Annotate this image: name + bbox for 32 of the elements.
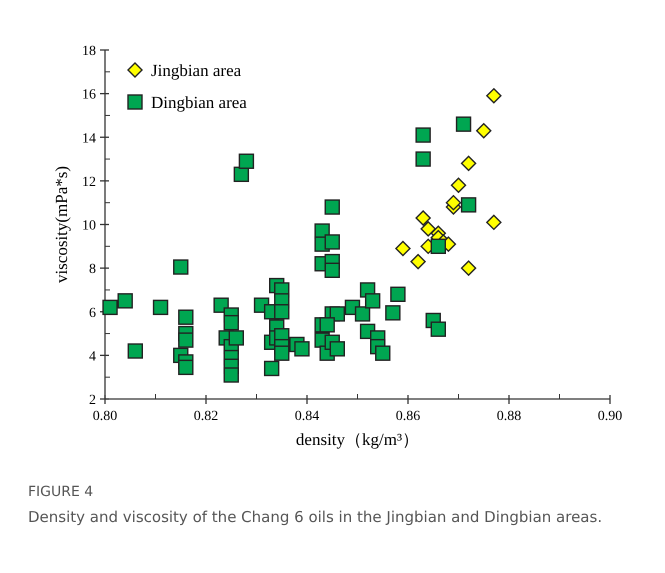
point: [460, 156, 476, 172]
point: [450, 178, 466, 193]
x-tick-label: 0.86: [396, 409, 420, 424]
y-axis-title: viscosity(mPa*s): [52, 166, 71, 284]
legend-label: Jingbian area: [151, 61, 242, 80]
y-tick-label: 16: [82, 88, 96, 103]
legend-label: Dingbian area: [151, 93, 248, 112]
x-tick-label: 0.80: [92, 409, 118, 424]
text: Density and viscosity of the Chang 6 oils in the Jingbian and Dingbian areas.: [28, 507, 604, 528]
point: [415, 210, 431, 226]
point: [420, 221, 436, 237]
y-tick-label: 2: [89, 393, 96, 408]
y-tick-label: 6: [89, 306, 96, 321]
x-tick-label: 0.84: [294, 409, 320, 424]
y-tick-label: 14: [82, 131, 96, 146]
x-axis-title: density（kg/m³）: [296, 430, 420, 449]
y-tick-label: 12: [82, 174, 96, 190]
x-tick-label: 0.82: [194, 409, 218, 424]
caption: FIGURE 4: [28, 483, 94, 502]
y-tick-label: 10: [82, 218, 96, 234]
point: [460, 260, 476, 276]
y-tick-label: 4: [89, 349, 96, 364]
point: [446, 194, 462, 210]
x-tick-label: 0.88: [496, 409, 522, 424]
point: [476, 123, 492, 138]
point: [395, 240, 411, 256]
point: [486, 214, 502, 230]
y-tick-label: 8: [89, 262, 96, 278]
x-tick-label: 0.90: [598, 409, 622, 424]
y-tick-label: 18: [82, 44, 96, 59]
point: [410, 254, 426, 270]
point: [486, 88, 502, 104]
